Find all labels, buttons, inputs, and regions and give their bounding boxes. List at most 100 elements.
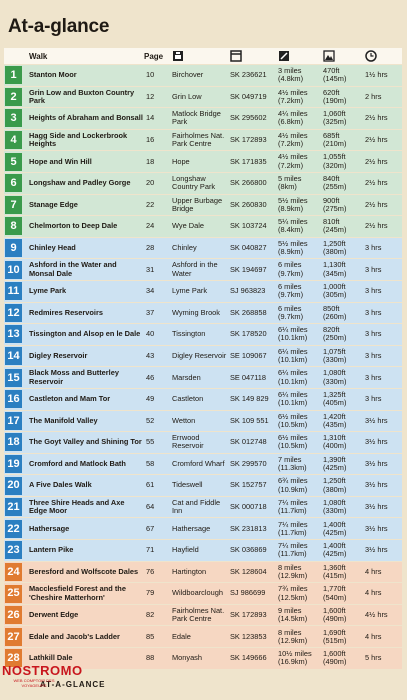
walk-name: Macclesfield Forest and the 'Cheshire Ma…	[29, 584, 126, 602]
distance: 6 miles (9.7km)	[278, 260, 304, 278]
grid-ref: SK 149 829	[230, 394, 269, 404]
page-number: 43	[146, 350, 155, 360]
table-row: 3 Heights of Abraham and Bonsall 14 Matlock…	[4, 108, 402, 129]
time: 3½ hrs	[365, 458, 388, 468]
page-number: 34	[146, 286, 155, 296]
grid-ref: SK 152757	[230, 480, 267, 490]
time: 3½ hrs	[365, 523, 388, 533]
page-number: 88	[146, 653, 155, 663]
start-point: Ashford in the Water	[172, 260, 218, 278]
start-point: Grin Low	[172, 91, 202, 101]
table-row: 6 Longshaw and Padley Gorge 20 Longshaw Cou…	[4, 172, 402, 194]
walk-name: Lathkill Dale	[29, 653, 73, 663]
table-row: 4 Hagg Side and Lockerbrook Heights 16 Fair…	[4, 129, 402, 151]
distance: 8 miles (12.9km)	[278, 627, 308, 645]
ascent: 1,080ft (330m)	[323, 368, 347, 386]
walk-number: 8	[5, 217, 22, 236]
ascent: 1,055ft (320m)	[323, 152, 347, 170]
distance: 6½ miles (10.5km)	[278, 433, 308, 451]
table-header: Walk Page	[4, 48, 402, 64]
walk-number: 3	[5, 109, 22, 128]
table-row: 25 Macclesfield Forest and the 'Cheshire …	[4, 583, 402, 604]
walk-number: 23	[5, 541, 22, 560]
distance: 6¼ miles (10.1km)	[278, 325, 308, 343]
walk-name: Stanton Moor	[29, 70, 77, 80]
time: 1½ hrs	[365, 70, 388, 80]
table-row: 11 Lyme Park 34 Lyme Park SJ 963823 6 miles (…	[4, 280, 402, 302]
time-icon	[363, 50, 402, 62]
walk-number: 16	[5, 390, 22, 409]
page-number: 76	[146, 566, 155, 576]
start-point: Castleton	[172, 394, 204, 404]
time: 4 hrs	[365, 588, 382, 598]
time: 2½ hrs	[365, 199, 388, 209]
ascent: 1,250ft (380m)	[323, 476, 347, 494]
footer: AT-A-GLANCE	[40, 680, 106, 689]
grid-ref: SK 172893	[230, 610, 267, 620]
ascent: 850ft (260m)	[323, 303, 347, 321]
distance: 7¼ miles (11.7km)	[278, 519, 308, 537]
ascent: 1,000ft (305m)	[323, 282, 347, 300]
walk-number: 14	[5, 347, 22, 366]
grid-ref: SK 049719	[230, 91, 267, 101]
walk-number: 17	[5, 411, 22, 430]
grid-ref: SK 260830	[230, 199, 267, 209]
page-number: 46	[146, 372, 155, 382]
distance: 6¼ miles (10.1km)	[278, 368, 308, 386]
walk-name: Stanage Edge	[29, 199, 78, 209]
walk-number: 27	[5, 627, 22, 646]
grid-ref: SK 036869	[230, 545, 267, 555]
walk-name: Chinley Head	[29, 242, 76, 252]
table-row: 24 Beresford and Wolfscote Dales 76 Harting…	[4, 561, 402, 583]
page-header: Page	[144, 51, 164, 61]
table-row: 19 Cromford and Matlock Bath 58 Cromford Wh…	[4, 453, 402, 475]
start-point: Wetton	[172, 415, 196, 425]
start-point: Fairholmes Nat. Park Centre	[172, 130, 225, 149]
walk-name: Chelmorton to Deep Dale	[29, 221, 118, 231]
walk-name: Grin Low and Buxton Country Park	[29, 87, 135, 105]
start-point: Hayfield	[172, 545, 199, 555]
time: 3½ hrs	[365, 502, 388, 512]
time: 3 hrs	[365, 264, 382, 274]
start-point: Upper Burbage Bridge	[172, 195, 223, 213]
grid-ref: SE 047118	[230, 372, 267, 382]
distance: 6½ miles (10.5km)	[278, 411, 308, 429]
walk-number: 1	[5, 66, 22, 85]
page-number: 61	[146, 480, 155, 490]
page-number: 55	[146, 437, 155, 447]
grid-ref: SK 123853	[230, 631, 267, 641]
table-row: 16 Castleton and Mam Tor 49 Castleton SK 149…	[4, 388, 402, 410]
time: 3½ hrs	[365, 437, 388, 447]
ascent: 620ft (190m)	[323, 87, 347, 105]
grid-ref: SK 178520	[230, 329, 267, 339]
distance: 6¼ miles (10.1km)	[278, 390, 308, 408]
ascent: 1,325ft (405m)	[323, 390, 347, 408]
start-point: Tissington	[172, 329, 206, 339]
page-number: 20	[146, 178, 155, 188]
page-number: 37	[146, 307, 155, 317]
start-point: Digley Reservoir	[172, 350, 227, 360]
start-point: Hartington	[172, 566, 207, 576]
ascent: 685ft (210m)	[323, 130, 347, 149]
walk-name: Beresford and Wolfscote Dales	[29, 566, 139, 576]
ascent-icon	[321, 50, 363, 62]
page-number: 22	[146, 199, 155, 209]
distance: 4½ miles (7.2km)	[278, 152, 308, 170]
time: 2½ hrs	[365, 156, 388, 166]
page-number: 14	[146, 113, 155, 123]
grid-ref: SK 128604	[230, 566, 267, 576]
page-number: 58	[146, 458, 155, 468]
page-number: 82	[146, 610, 155, 620]
start-point: Chinley	[172, 242, 197, 252]
ascent: 1,080ft (330m)	[323, 497, 347, 516]
table: 1 Stanton Moor 10 Birchover SK 236621 3 miles…	[4, 65, 402, 670]
grid-ref: SK 231813	[230, 523, 267, 533]
grid-ref: SK 266800	[230, 178, 267, 188]
map-icon	[228, 50, 276, 62]
ascent: 900ft (275m)	[323, 195, 347, 213]
watermark-tagline: WEB COMPTOIR DES VOYAGEURS	[13, 678, 55, 688]
table-row: 28 Lathkill Dale 88 Monyash SK 149666 10½ mil…	[4, 648, 402, 669]
start-point: Matlock Bridge Park	[172, 109, 221, 127]
time: 2½ hrs	[365, 134, 388, 144]
walk-number: 25	[5, 584, 22, 603]
